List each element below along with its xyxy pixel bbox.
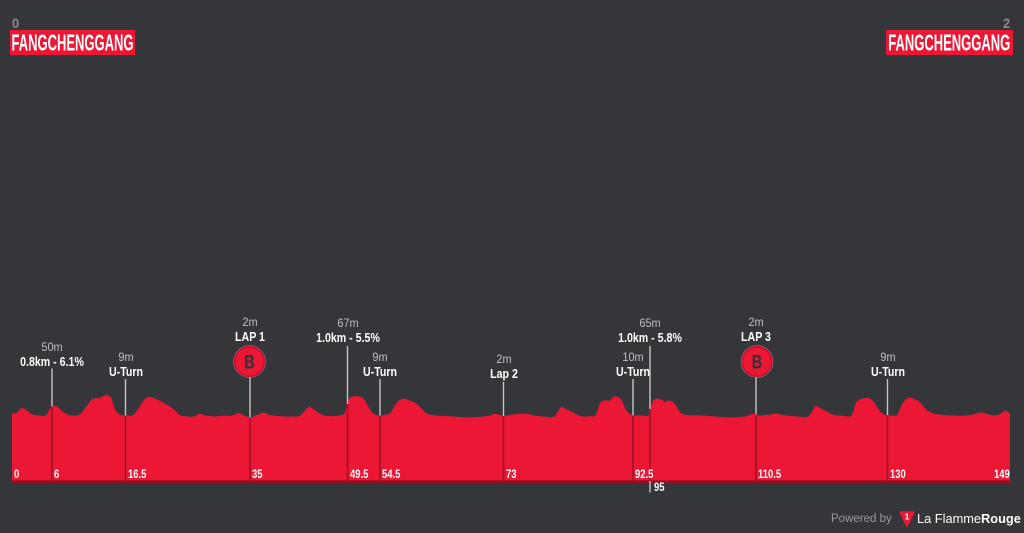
svg-text:1: 1 (905, 512, 910, 522)
svg-text:B: B (752, 350, 762, 373)
svg-text:B: B (244, 350, 254, 373)
